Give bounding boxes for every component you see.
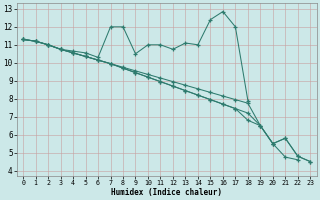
X-axis label: Humidex (Indice chaleur): Humidex (Indice chaleur) xyxy=(111,188,222,197)
